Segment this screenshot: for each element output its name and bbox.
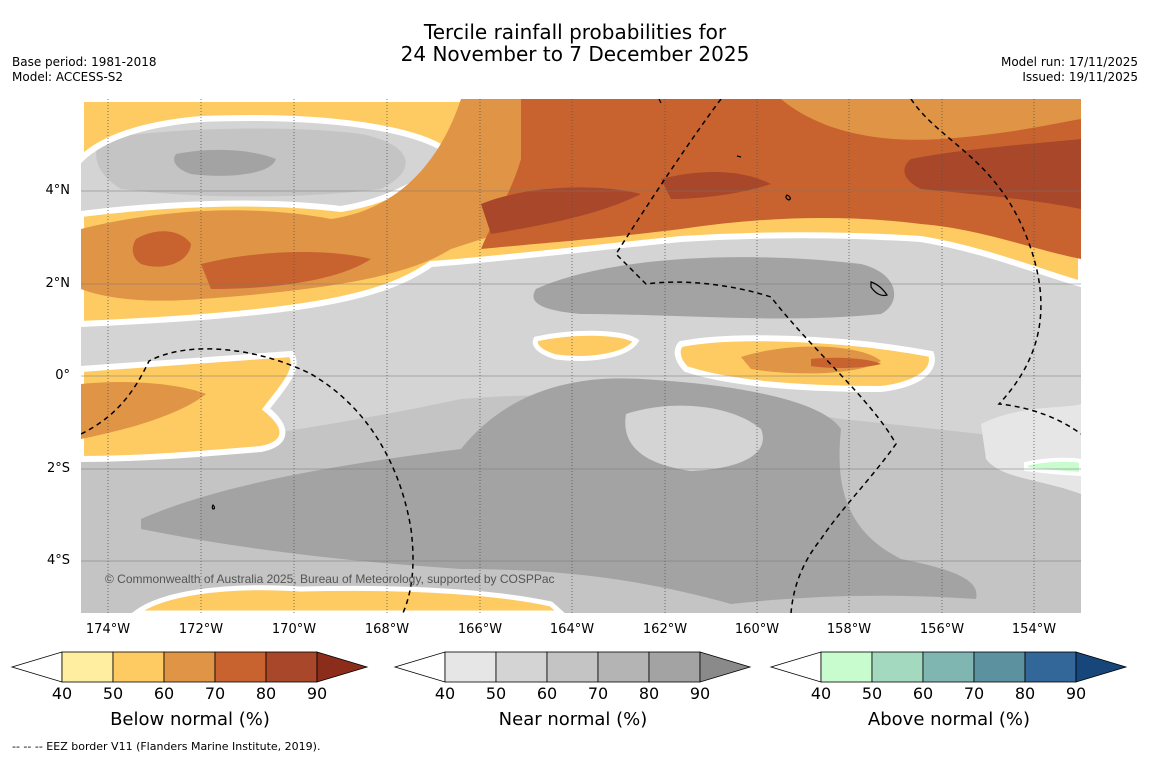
colorbar-segment: [820, 651, 873, 683]
lat-tick: 4°S: [46, 553, 70, 568]
latitude-gridlines: [81, 190, 1081, 562]
below-normal-equator-east-70: [811, 357, 881, 369]
colorbar-segment: [648, 651, 701, 683]
below-normal-north-80-east: [904, 139, 1081, 209]
near-normal-region-equator: [533, 257, 895, 319]
colorbar-over-arrow: [316, 651, 369, 683]
lon-tick: 160°W: [734, 622, 780, 637]
colorbar-segment: [922, 651, 975, 683]
below-normal-south-edge: [131, 585, 565, 613]
colorbar-tick-label: 90: [1065, 684, 1087, 703]
below-normal-north-70: [481, 99, 1081, 259]
below-normal-west-70: [132, 231, 191, 267]
colorbar-segment: [871, 651, 924, 683]
colorbar-tick-label: 80: [255, 684, 277, 703]
colorbar-tick-label: 40: [434, 684, 456, 703]
colorbar-over-arrow: [699, 651, 752, 683]
colorbar-segment: [444, 651, 497, 683]
lon-tick: 156°W: [919, 622, 965, 637]
colorbar-near-normal: [393, 651, 752, 683]
near-normal-region-dark-south: [141, 378, 977, 604]
colorbar-title-near: Near normal (%): [498, 709, 648, 730]
lon-tick: 174°W: [85, 622, 131, 637]
lon-tick: 166°W: [457, 622, 503, 637]
colorbar-segment: [112, 651, 165, 683]
model-name: Model: ACCESS-S2: [12, 70, 124, 84]
colorbar-tick-label: 80: [638, 684, 660, 703]
colorbar-tick-label: 50: [861, 684, 883, 703]
rainfall-map: © Commonwealth of Australia 2025, Bureau…: [81, 99, 1081, 613]
title-line-2: 24 November to 7 December 2025: [400, 42, 750, 66]
colorbar-tick-label: 90: [689, 684, 711, 703]
colorbar-segment: [973, 651, 1026, 683]
lat-tick: 2°S: [46, 461, 70, 476]
colorbar-segment: [1024, 651, 1077, 683]
below-normal-west-equator: [81, 350, 297, 463]
title-line-1: Tercile rainfall probabilities for: [423, 20, 727, 44]
model-run: Model run: 17/11/2025: [1000, 55, 1138, 69]
below-normal-north-80-mid: [661, 172, 771, 199]
colorbar-tick-label: 70: [204, 684, 226, 703]
colorbar-tick-label: 40: [51, 684, 73, 703]
copyright-notice: © Commonwealth of Australia 2025, Bureau…: [105, 572, 555, 586]
base-period: Base period: 1981-2018: [12, 55, 157, 69]
below-normal-west-70b: [201, 252, 371, 289]
lon-tick: 168°W: [364, 622, 410, 637]
colorbars: [10, 651, 1128, 683]
issued-date: Issued: 19/11/2025: [1022, 70, 1138, 84]
colorbar-below-normal: [10, 651, 369, 683]
lon-tick: 164°W: [549, 622, 595, 637]
colorbar-segment: [163, 651, 216, 683]
lat-tick: 2°N: [45, 276, 71, 291]
colorbar-segment: [265, 651, 318, 683]
colorbar-above-normal: [769, 651, 1128, 683]
eez-legend: -- -- -- EEZ border V11 (Flanders Marine…: [12, 740, 321, 753]
lon-tick: 172°W: [178, 622, 224, 637]
lon-tick: 170°W: [271, 622, 317, 637]
below-normal-west-equator-60: [81, 382, 206, 439]
colorbar-under-arrow: [393, 651, 446, 683]
colorbar-title-above: Above normal (%): [867, 709, 1031, 730]
lon-tick: 162°W: [642, 622, 688, 637]
colorbar-tick-label: 60: [153, 684, 175, 703]
colorbar-tick-label: 90: [306, 684, 328, 703]
colorbar-under-arrow: [10, 651, 63, 683]
eez-borders: [81, 99, 1081, 613]
colorbar-segment: [214, 651, 267, 683]
colorbar-tick-label: 60: [536, 684, 558, 703]
colorbar-segment: [61, 651, 114, 683]
colorbar-tick-label: 70: [587, 684, 609, 703]
above-normal-patch: [1024, 457, 1081, 477]
colorbar-tick-label: 40: [810, 684, 832, 703]
lon-tick: 154°W: [1011, 622, 1057, 637]
colorbar-under-arrow: [769, 651, 822, 683]
colorbar-segment: [546, 651, 599, 683]
colorbar-tick-label: 70: [963, 684, 985, 703]
colorbar-tick-label: 60: [912, 684, 934, 703]
colorbar-tick-label: 50: [485, 684, 507, 703]
near-normal-north-dark: [174, 149, 276, 176]
colorbar-tick-label: 80: [1014, 684, 1036, 703]
islands: [211, 99, 888, 510]
colorbar-title-below: Below normal (%): [110, 709, 270, 730]
lat-tick: 0°: [55, 368, 70, 383]
lat-tick: 4°N: [45, 183, 71, 198]
below-normal-north-80: [481, 187, 641, 234]
lon-tick: 158°W: [826, 622, 872, 637]
near-normal-light-patch: [625, 405, 763, 471]
colorbar-segment: [495, 651, 548, 683]
below-normal-equator-mid: [532, 330, 640, 361]
colorbar-segment: [597, 651, 650, 683]
colorbar-tick-label: 50: [102, 684, 124, 703]
colorbar-over-arrow: [1075, 651, 1128, 683]
